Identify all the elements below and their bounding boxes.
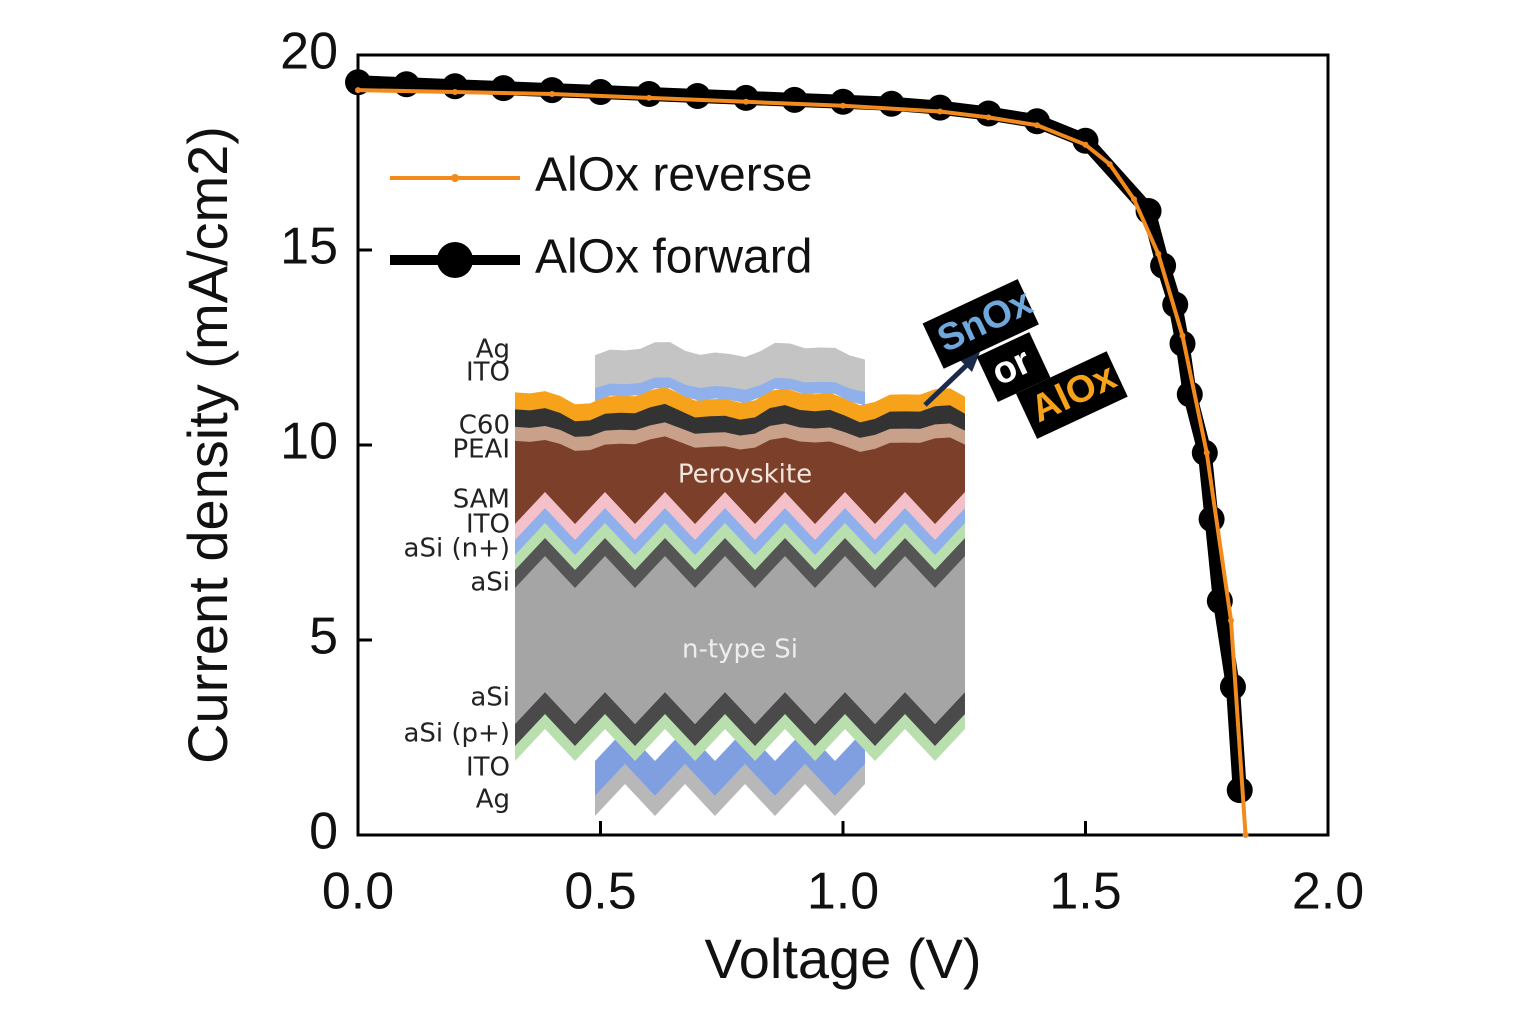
layer [595, 764, 865, 816]
callout-box [922, 279, 1039, 369]
layer [595, 375, 865, 406]
point [646, 94, 652, 101]
layer [515, 386, 965, 423]
point [927, 94, 953, 121]
point [393, 71, 420, 98]
layer [515, 432, 965, 524]
point [1176, 381, 1203, 408]
point [1198, 506, 1225, 533]
point [1072, 127, 1099, 154]
layer [515, 521, 965, 570]
callout-box [1015, 351, 1128, 439]
x-tick-label: 0.0 [322, 863, 394, 921]
layer-label: Ag [476, 785, 510, 815]
y-tick-label: 0 [309, 803, 338, 861]
point [452, 89, 458, 96]
callout-box [976, 332, 1051, 403]
point [1179, 332, 1186, 339]
layer-label: C60 [459, 411, 510, 441]
layer [515, 506, 965, 555]
x-tick-label: 0.5 [564, 863, 636, 921]
point [1226, 777, 1253, 804]
point [684, 82, 711, 109]
y-axis-label: Current density (mA/cm2) [176, 126, 239, 764]
point [355, 87, 361, 94]
layer-label: ITO [466, 358, 510, 388]
y-tick-label: 10 [280, 413, 338, 471]
point [733, 84, 759, 111]
point [937, 108, 943, 115]
layer [595, 342, 865, 392]
point [840, 102, 846, 109]
x-tick-label: 1.5 [1049, 863, 1121, 921]
layer [515, 712, 965, 761]
legend-label: AlOx forward [535, 231, 812, 284]
point [1242, 832, 1249, 838]
layer-label: aSi [470, 683, 510, 713]
point [878, 90, 905, 117]
layer-label: aSi (p+) [403, 719, 510, 749]
point [1228, 617, 1234, 624]
point [587, 79, 614, 106]
layer [515, 692, 965, 746]
point [490, 75, 517, 102]
y-tick-label: 5 [309, 608, 338, 666]
y-tick-label: 15 [280, 218, 338, 276]
arrow-head [960, 352, 980, 372]
layer-label: aSi [470, 568, 510, 598]
layer [515, 552, 965, 724]
point [1106, 161, 1113, 168]
layer-label: PEAI [452, 435, 510, 465]
point [636, 81, 662, 107]
layer [595, 729, 865, 796]
point [1155, 250, 1162, 257]
x-axis-label: Voltage (V) [704, 927, 981, 990]
point [442, 73, 468, 100]
point [1131, 196, 1137, 203]
point [1082, 141, 1089, 148]
point [1034, 122, 1040, 129]
plot: 0.0 0.5 1.0 1.5 2.0 0 5 10 15 20 AlOx reverse AlOx … [280, 23, 1364, 921]
point [1203, 449, 1210, 456]
layer-label: aSi (n+) [404, 534, 510, 564]
x-tick-label: 2.0 [1292, 863, 1364, 921]
perovskite-label: Perovskite [678, 460, 812, 490]
legend-marker [437, 242, 473, 278]
y-tick-label: 20 [280, 23, 338, 81]
layer-label: ITO [466, 753, 510, 783]
point [549, 91, 555, 97]
point [975, 100, 1002, 127]
legend-label: AlOx reverse [535, 149, 812, 202]
layer-label: SAM [453, 485, 510, 515]
point [830, 88, 856, 115]
point [1219, 673, 1246, 700]
point [985, 114, 992, 121]
layer [515, 490, 965, 540]
x-tick-label: 1.0 [807, 863, 879, 921]
layer [515, 536, 965, 588]
point [781, 86, 808, 113]
legend-marker [451, 174, 459, 182]
substrate-label: n-type Si [682, 635, 798, 665]
layer-label: Ag [476, 335, 510, 365]
arrow [923, 360, 972, 407]
point [743, 98, 749, 105]
point [539, 77, 565, 104]
layer-label: ITO [466, 510, 510, 540]
